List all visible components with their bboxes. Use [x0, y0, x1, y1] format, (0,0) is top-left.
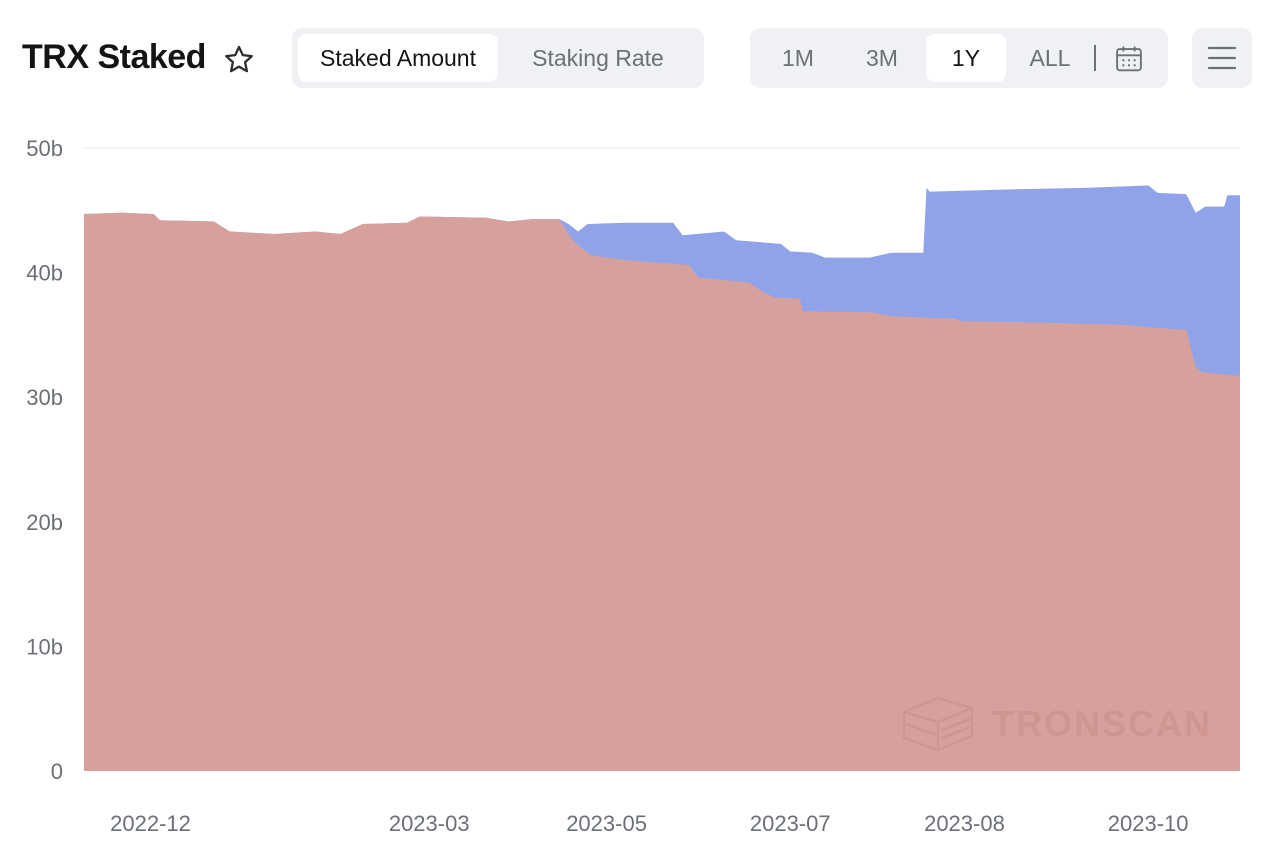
y-tick-label: 0 — [51, 759, 63, 784]
y-tick-label: 20b — [26, 510, 63, 535]
area-lower — [84, 212, 1240, 772]
star-icon[interactable] — [222, 43, 256, 77]
hamburger-menu-icon — [1207, 46, 1237, 70]
tab-staking-rate[interactable]: Staking Rate — [532, 45, 664, 71]
y-tick-label: 50b — [26, 136, 63, 161]
watermark-text: TRONSCAN — [992, 703, 1212, 744]
x-tick-label: 2022-12 — [110, 811, 191, 836]
x-tick-label: 2023-08 — [924, 811, 1005, 836]
tab-staked-amount[interactable]: Staked Amount — [298, 34, 498, 82]
range-segmented-control: 1M 3M 1Y ALL — [750, 28, 1168, 88]
mode-segmented-control: Staked Amount Staking Rate — [292, 28, 704, 88]
calendar-icon[interactable] — [1114, 44, 1144, 74]
x-tick-label: 2023-07 — [750, 811, 831, 836]
x-tick-label: 2023-03 — [389, 811, 470, 836]
x-axis-ticks: 2022-12 2023-03 2023-05 2023-07 2023-08 2023-… — [110, 811, 1188, 836]
y-tick-label: 10b — [26, 634, 63, 659]
page-title: TRX Staked — [22, 38, 206, 76]
chart-menu-button[interactable] — [1192, 28, 1252, 88]
range-all-button[interactable]: ALL — [1029, 45, 1071, 71]
tronscan-logo-icon — [902, 696, 974, 752]
y-tick-label: 30b — [26, 385, 63, 410]
range-1m-button[interactable]: 1M — [782, 45, 814, 71]
y-tick-label: 40b — [26, 261, 63, 286]
y-axis-ticks: 0 10b 20b 30b 40b 50b — [26, 136, 63, 784]
x-tick-label: 2023-10 — [1108, 811, 1189, 836]
range-1y-button[interactable]: 1Y — [926, 34, 1006, 82]
range-divider — [1094, 45, 1096, 71]
watermark: TRONSCAN — [902, 696, 1212, 752]
range-3m-button[interactable]: 3M — [866, 45, 898, 71]
x-tick-label: 2023-05 — [566, 811, 647, 836]
